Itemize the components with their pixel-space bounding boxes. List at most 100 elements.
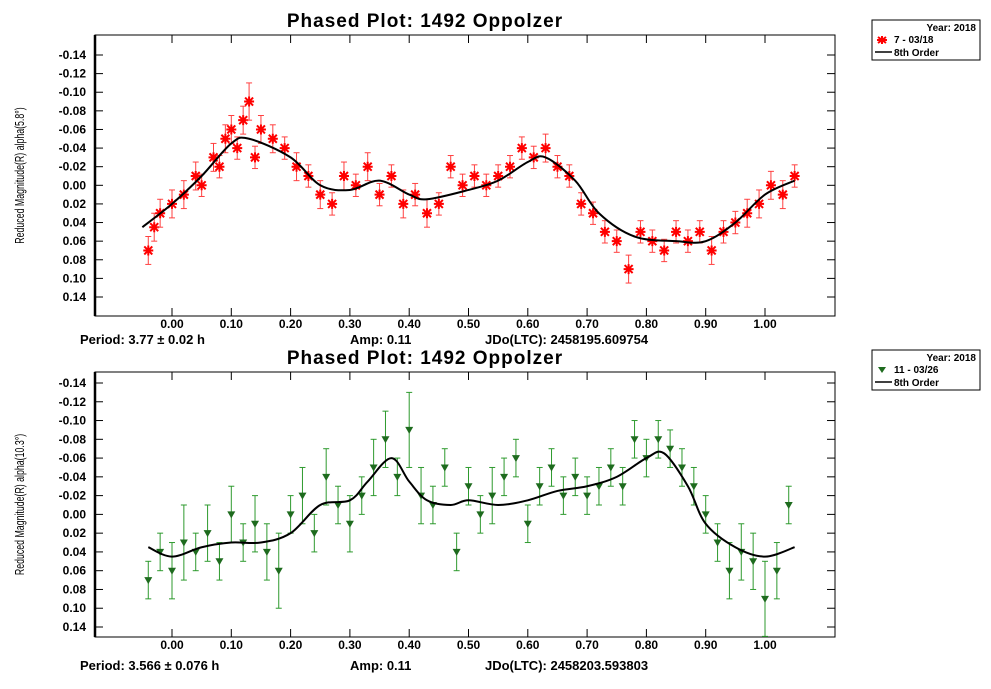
data-point [571,457,580,497]
asterisk-marker [765,180,776,191]
plot-frame [94,34,836,317]
data-point [599,220,610,244]
legend-asterisk-icon [877,36,887,44]
triangle-marker [203,530,212,538]
x-tick-label: 0.10 [220,317,244,331]
y-tick-label: 0.10 [63,271,87,285]
data-point [464,466,473,506]
legend-triangle-icon [878,367,886,373]
y-tick-label: 0.08 [63,253,87,267]
x-tick-label: 0.70 [575,638,599,652]
data-point [547,448,556,487]
triangle-marker [618,483,627,491]
asterisk-marker [576,198,587,209]
y-tick-label: 0.04 [63,216,87,230]
data-point [659,238,670,263]
chart-panel-1: Phased Plot: 1492 Oppolzer -0.14 -0.12 -0.1… [13,11,981,347]
data-point [381,410,390,468]
triangle-marker [215,558,224,566]
asterisk-marker [789,171,800,181]
data-point [244,82,255,121]
x-tick-label: 0.60 [516,638,540,652]
data-point [374,182,385,207]
asterisk-marker [635,226,646,237]
triangle-marker [227,511,236,519]
fit-curve [147,450,795,558]
data-point [452,532,461,572]
asterisk-marker [623,264,634,275]
y-tick-label: 0.08 [63,582,87,596]
asterisk-marker [742,208,753,219]
y-tick-label: -0.14 [59,48,87,62]
data-point [713,523,722,562]
asterisk-marker [250,152,261,163]
x-tick-label: 0.40 [398,638,422,652]
y-tick-label: 0.04 [63,545,87,559]
data-point [742,198,753,228]
data-point [765,170,776,200]
asterisk-marker [516,143,527,154]
triangle-marker [772,567,781,575]
jdo-text: JDo(LTC): 2458195.609754 [485,332,649,347]
data-point [345,495,354,553]
data-point [203,504,212,562]
y-tick-label: 0.02 [63,526,87,540]
data-point [493,164,504,188]
legend-year: Year: 2018 [927,23,977,34]
y-tick-label: -0.06 [59,122,87,136]
triangle-marker [571,473,580,481]
x-tick-label: 0.90 [694,317,718,331]
y-tick-label: 0.00 [63,178,87,192]
data-point [761,560,769,637]
triangle-marker [476,511,485,519]
triangle-marker [654,436,663,444]
x-tick-label: 1.00 [753,317,777,331]
asterisk-marker [611,236,622,247]
data-point [559,476,568,515]
asterisk-marker [374,189,385,200]
legend-fit-label: 8th Order [894,378,939,389]
legend-fit-label: 8th Order [894,48,939,59]
triangle-marker [452,548,461,556]
asterisk-marker [350,180,361,191]
asterisk-marker [190,171,201,181]
asterisk-marker [149,222,160,233]
asterisk-marker [208,152,219,163]
data-point [772,542,781,600]
asterisk-marker [327,198,338,209]
data-point [208,142,219,172]
asterisk-marker [279,143,290,154]
triangle-marker [334,502,343,509]
asterisk-marker [214,161,225,172]
x-tick-label: 0.50 [457,638,481,652]
data-point [334,485,343,525]
data-point [754,189,765,219]
triangle-marker [535,483,544,491]
y-tick-label: -0.10 [59,85,87,99]
asterisk-marker [599,226,610,237]
x-tick-label: 0.20 [279,317,303,331]
asterisk-marker [421,208,432,219]
asterisk-marker [386,171,397,181]
triangle-marker [666,445,675,453]
triangle-marker [322,473,331,481]
data-point [623,254,634,284]
triangle-marker [179,539,188,547]
asterisk-marker [540,143,551,154]
data-point [682,229,693,253]
triangle-marker [405,426,414,434]
data-point [706,236,717,265]
data-point [516,136,527,160]
triangle-marker [262,548,271,556]
data-point [298,466,307,525]
data-point [327,192,338,216]
legend-series-label: 7 - 03/18 [894,35,934,46]
data-point [445,155,456,179]
asterisk-marker [777,189,788,200]
data-point [238,105,249,135]
period-text: Period: 3.77 ± 0.02 h [80,332,205,347]
triangle-marker [345,520,354,528]
triangle-marker [784,502,793,509]
data-point [338,161,349,191]
y-tick-label: -0.12 [59,67,87,81]
